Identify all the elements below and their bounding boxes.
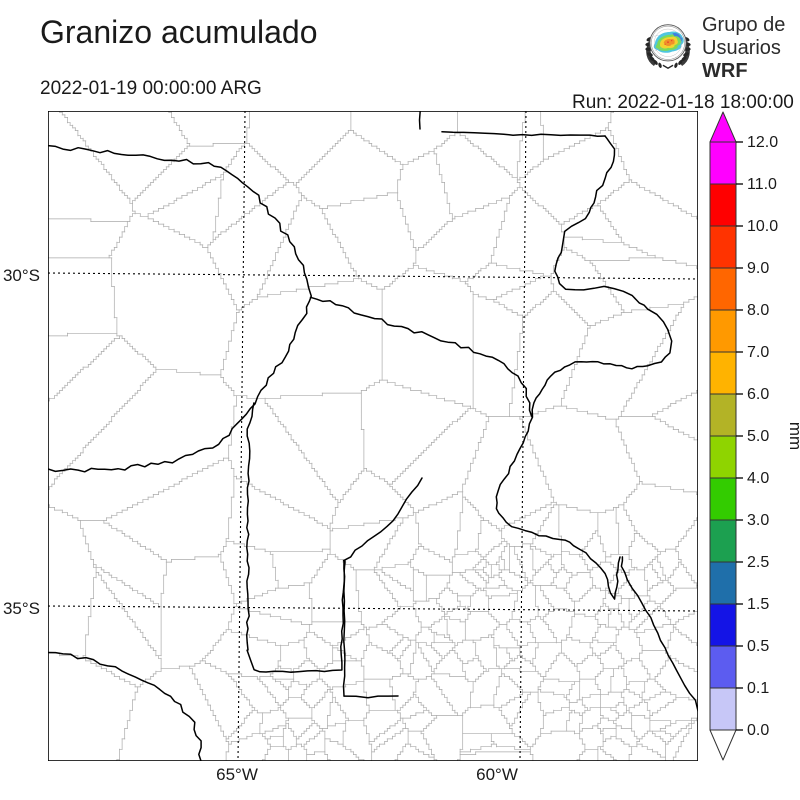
svg-text:12.0: 12.0 — [747, 134, 778, 151]
svg-text:mm: mm — [786, 422, 800, 450]
svg-text:0.0: 0.0 — [747, 722, 769, 739]
svg-text:1.5: 1.5 — [747, 596, 769, 613]
svg-text:11.0: 11.0 — [747, 176, 777, 193]
svg-text:0.1: 0.1 — [747, 680, 769, 697]
svg-text:9.0: 9.0 — [747, 260, 769, 277]
svg-text:7.0: 7.0 — [747, 344, 769, 361]
svg-text:0.5: 0.5 — [747, 638, 769, 655]
svg-text:6.0: 6.0 — [747, 386, 769, 403]
svg-text:3.0: 3.0 — [747, 512, 769, 529]
svg-text:8.0: 8.0 — [747, 302, 769, 319]
svg-text:5.0: 5.0 — [747, 428, 769, 445]
svg-text:2.5: 2.5 — [747, 554, 769, 571]
svg-text:4.0: 4.0 — [747, 470, 769, 487]
svg-text:10.0: 10.0 — [747, 218, 778, 235]
